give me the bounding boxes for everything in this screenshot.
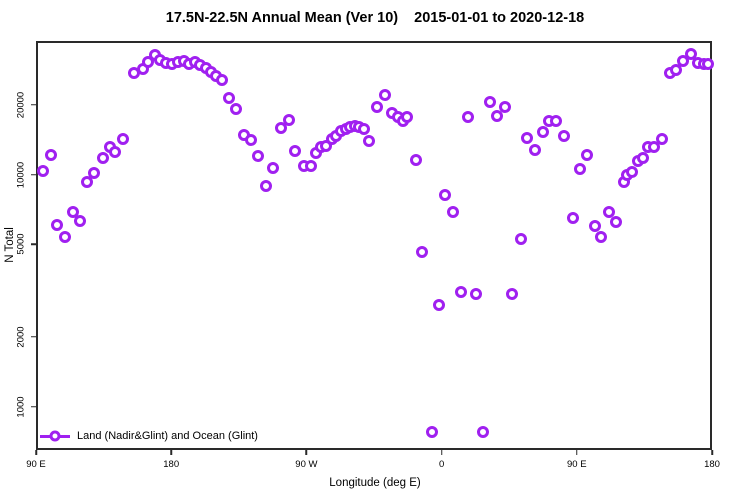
x-axis-label: Longitude (deg E) (329, 477, 421, 489)
x-tick-label: 90 E (567, 459, 587, 470)
plot-area-border (36, 41, 712, 450)
y-tick-label: 1000 (15, 396, 27, 418)
x-tick (440, 450, 443, 455)
x-tick-label: 90 E (26, 459, 46, 470)
x-tick (711, 450, 713, 455)
y-tick-label: 2000 (15, 326, 27, 348)
x-tick-label: 90 W (295, 459, 318, 470)
legend-circle-icon (49, 430, 61, 442)
x-tick (576, 450, 578, 455)
x-tick (305, 450, 308, 455)
y-tick-label: 20000 (15, 91, 27, 119)
legend-label: Land (Nadir&Glint) and Ocean (Glint) (77, 430, 258, 442)
chart-title: 17.5N-22.5N Annual Mean (Ver 10) 2015-01… (0, 10, 750, 26)
y-tick-label: 10000 (15, 161, 27, 188)
legend-marker (40, 429, 70, 443)
legend: Land (Nadir&Glint) and Ocean (Glint) (40, 429, 258, 443)
chart-title-main: 17.5N-22.5N Annual Mean (Ver 10) (165, 10, 399, 26)
x-tick-label: 180 (704, 459, 720, 470)
x-tick (35, 450, 37, 455)
y-axis-label: N Total (4, 227, 16, 263)
x-tick (170, 450, 172, 455)
x-tick-label: 0 (438, 459, 445, 470)
y-tick-label: 5000 (15, 233, 27, 256)
x-tick-label: 180 (163, 459, 180, 470)
chart-title-dates: 2015-01-01 to 2020-12-18 (414, 10, 585, 26)
